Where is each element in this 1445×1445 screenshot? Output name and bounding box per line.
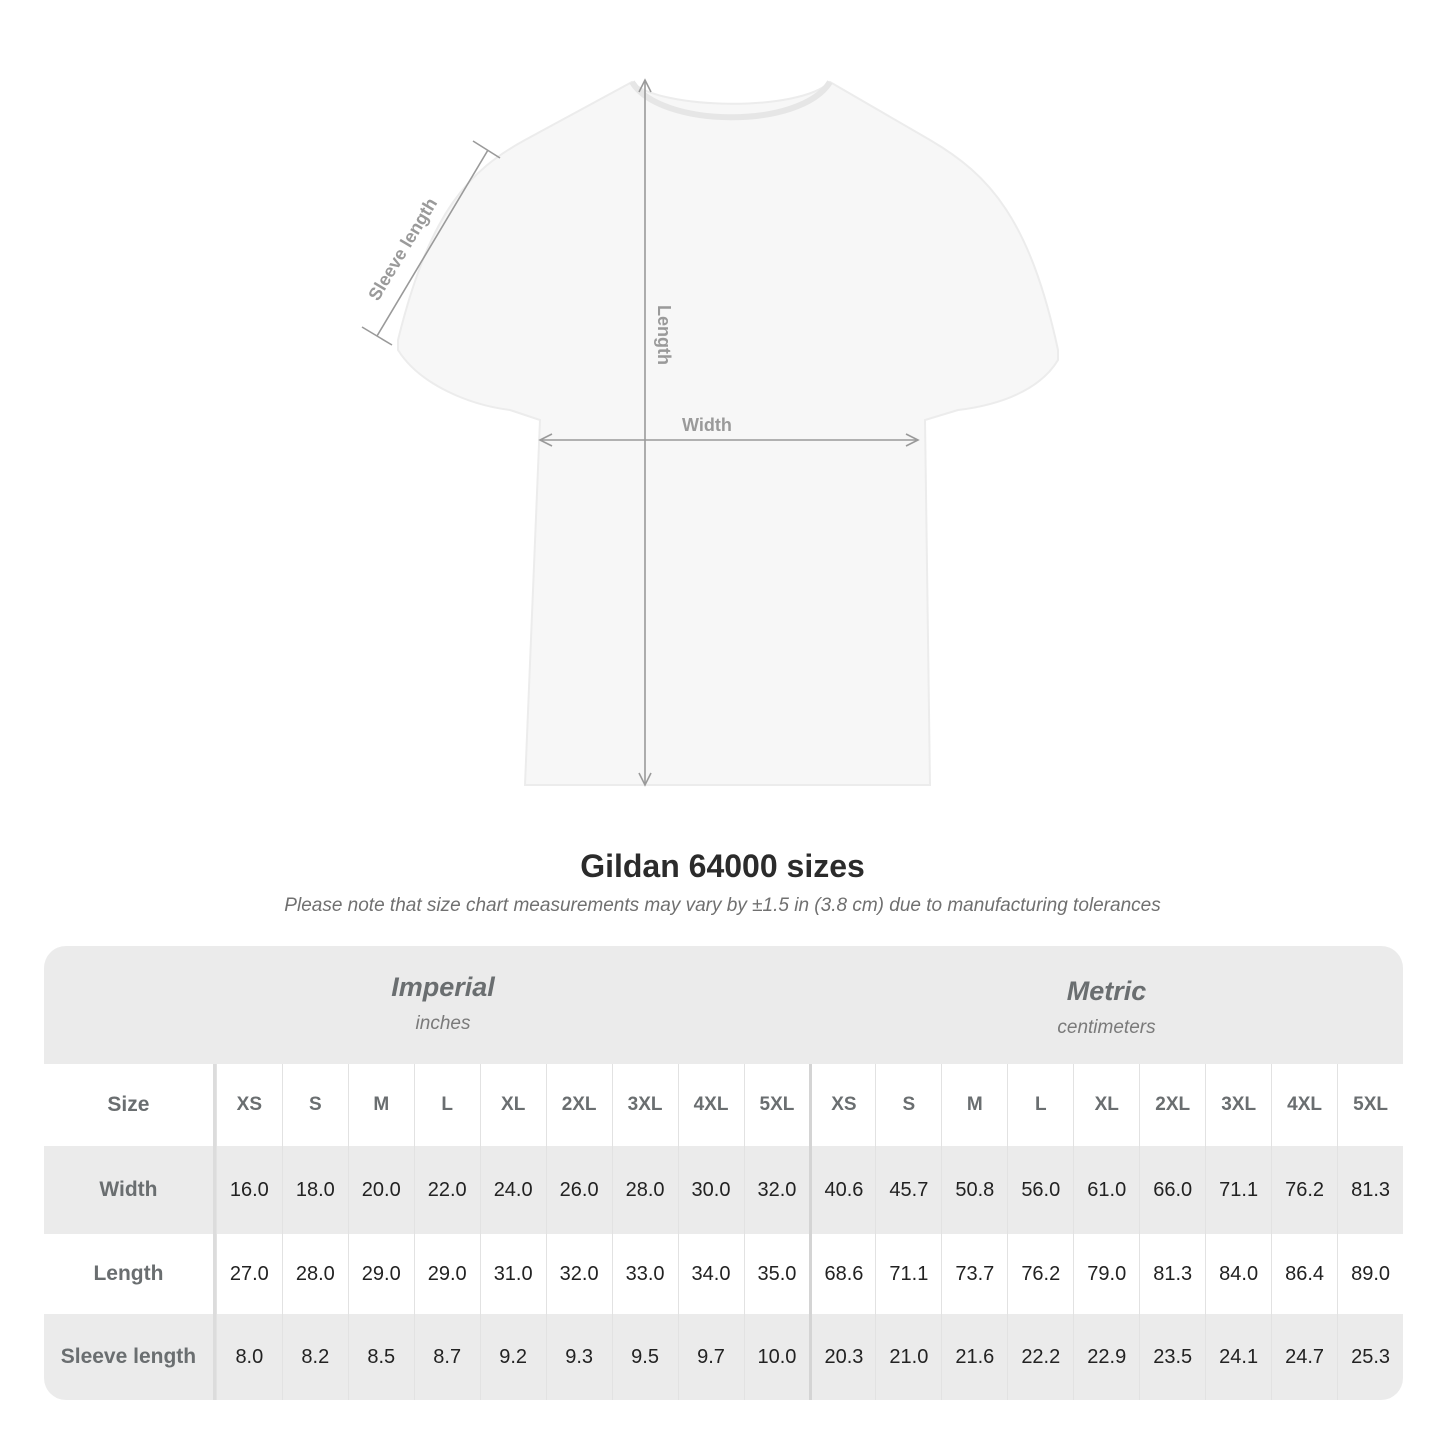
value-cell: 22.9	[1073, 1314, 1139, 1400]
value-cell: 34.0	[677, 1234, 744, 1314]
size-header-cell: L	[413, 1064, 480, 1146]
size-table: Imperial inches Metric centimeters Size X…	[44, 946, 1403, 1400]
value-cell: 76.2	[1007, 1234, 1073, 1314]
value-cell: 50.8	[941, 1146, 1007, 1234]
length-arrow-top	[638, 78, 652, 93]
size-header-cell: 2XL	[545, 1064, 612, 1146]
value-cell: 61.0	[1073, 1146, 1139, 1234]
row-label: Sleeve length	[44, 1314, 216, 1400]
value-cell: 68.6	[809, 1234, 875, 1314]
value-cell: 18.0	[281, 1146, 348, 1234]
tolerance-note: Please note that size chart measurements…	[284, 895, 1161, 916]
size-header-cell: S	[281, 1064, 348, 1146]
value-cell: 71.1	[875, 1234, 941, 1314]
value-cell: 30.0	[677, 1146, 744, 1234]
table-row: Width 16.0 18.0 20.0 22.0 24.0 26.0 28.0 30.0 32.…	[44, 1146, 1403, 1234]
value-cell: 16.0	[215, 1146, 282, 1234]
value-cell: 45.7	[875, 1146, 941, 1234]
value-cell: 89.0	[1337, 1234, 1403, 1314]
imperial-title: Imperial	[391, 972, 495, 1002]
page-title: Gildan 64000 sizes	[580, 848, 865, 884]
value-cell: 8.7	[413, 1314, 480, 1400]
value-cell: 40.6	[809, 1146, 875, 1234]
value-cell: 25.3	[1337, 1314, 1403, 1400]
value-cell: 10.0	[743, 1314, 810, 1400]
value-cell: 8.0	[215, 1314, 282, 1400]
row-label: Length	[44, 1234, 216, 1314]
value-cell: 21.0	[875, 1314, 941, 1400]
size-header-cell: M	[347, 1064, 414, 1146]
metric-title: Metric	[1066, 976, 1147, 1006]
length-label: Length	[654, 305, 674, 365]
table-row: Length 27.0 28.0 29.0 29.0 31.0 32.0 33.0 34.0 35…	[44, 1234, 1403, 1314]
value-cell: 35.0	[743, 1234, 810, 1314]
value-cell: 8.2	[281, 1314, 348, 1400]
size-header-cell: 5XL	[743, 1064, 810, 1146]
size-header-cell: 4XL	[1271, 1064, 1337, 1146]
size-header-cell: 3XL	[611, 1064, 678, 1146]
value-cell: 33.0	[611, 1234, 678, 1314]
width-arrow-right	[905, 433, 920, 447]
size-header-cell: 3XL	[1205, 1064, 1271, 1146]
value-cell: 20.3	[809, 1314, 875, 1400]
value-cell: 71.1	[1205, 1146, 1271, 1234]
value-cell: 79.0	[1073, 1234, 1139, 1314]
value-cell: 22.2	[1007, 1314, 1073, 1400]
size-header-cell: XS	[215, 1064, 282, 1146]
value-cell: 84.0	[1205, 1234, 1271, 1314]
value-cell: 73.7	[941, 1234, 1007, 1314]
value-cell: 9.3	[545, 1314, 612, 1400]
value-cell: 56.0	[1007, 1146, 1073, 1234]
value-cell: 81.3	[1139, 1234, 1205, 1314]
width-arrow-left	[538, 433, 553, 447]
value-cell: 28.0	[281, 1234, 348, 1314]
length-arrow-bottom	[638, 772, 652, 787]
value-cell: 28.0	[611, 1146, 678, 1234]
size-header-cell: M	[941, 1064, 1007, 1146]
size-header-cell: 2XL	[1139, 1064, 1205, 1146]
table-row: Size XS S M L XL 2XL 3XL 4XL 5XL XS S M L XL 2XL 3XL 4XL 5…	[44, 1064, 1403, 1146]
sleeve-line	[376, 149, 489, 337]
value-cell: 9.2	[479, 1314, 546, 1400]
imperial-header: Imperial inches	[216, 972, 670, 1035]
size-label: Size	[44, 1064, 216, 1146]
size-header-cell: L	[1007, 1064, 1073, 1146]
value-cell: 31.0	[479, 1234, 546, 1314]
value-cell: 29.0	[347, 1234, 414, 1314]
size-header-cell: S	[875, 1064, 941, 1146]
value-cell: 24.1	[1205, 1314, 1271, 1400]
size-header-cell: XL	[479, 1064, 546, 1146]
value-cell: 24.7	[1271, 1314, 1337, 1400]
table-row: Sleeve length 8.0 8.2 8.5 8.7 9.2 9.3 9.5 9.7 10.…	[44, 1314, 1403, 1400]
value-cell: 76.2	[1271, 1146, 1337, 1234]
size-header-cell: 4XL	[677, 1064, 744, 1146]
value-cell: 20.0	[347, 1146, 414, 1234]
tshirt-diagram: Width Length Sleeve length	[361, 78, 1059, 787]
value-cell: 32.0	[545, 1234, 612, 1314]
value-cell: 21.6	[941, 1314, 1007, 1400]
metric-header: Metric centimeters	[810, 976, 1403, 1039]
metric-unit: centimeters	[1057, 1017, 1156, 1038]
value-cell: 24.0	[479, 1146, 546, 1234]
value-cell: 86.4	[1271, 1234, 1337, 1314]
value-cell: 26.0	[545, 1146, 612, 1234]
value-cell: 81.3	[1337, 1146, 1403, 1234]
size-header-cell: XS	[809, 1064, 875, 1146]
collar	[629, 80, 833, 121]
value-cell: 9.7	[677, 1314, 744, 1400]
imperial-unit: inches	[415, 1013, 471, 1034]
value-cell: 66.0	[1139, 1146, 1205, 1234]
value-cell: 32.0	[743, 1146, 810, 1234]
value-cell: 27.0	[215, 1234, 282, 1314]
size-header-cell: XL	[1073, 1064, 1139, 1146]
table-header: Imperial inches Metric centimeters	[44, 946, 1403, 1064]
size-header-cell: 5XL	[1337, 1064, 1403, 1146]
value-cell: 8.5	[347, 1314, 414, 1400]
value-cell: 9.5	[611, 1314, 678, 1400]
row-label: Width	[44, 1146, 216, 1234]
width-label: Width	[682, 415, 732, 435]
value-cell: 22.0	[413, 1146, 480, 1234]
value-cell: 29.0	[413, 1234, 480, 1314]
value-cell: 23.5	[1139, 1314, 1205, 1400]
